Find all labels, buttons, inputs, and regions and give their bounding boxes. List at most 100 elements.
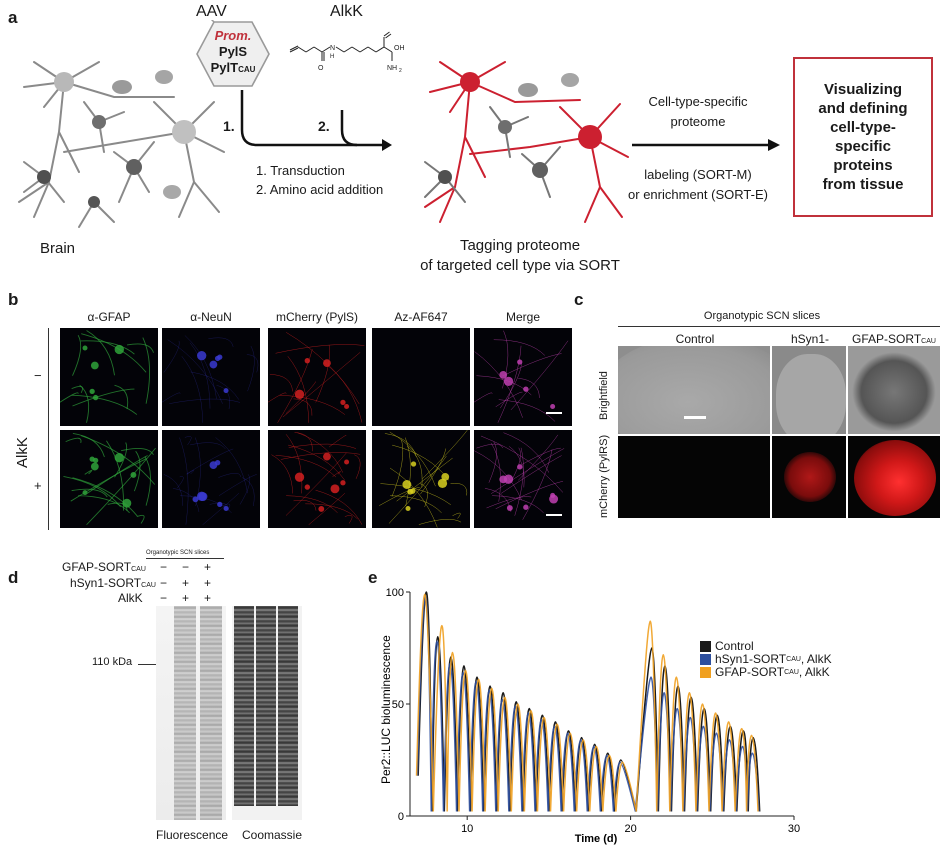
proteome-arrow — [632, 139, 780, 151]
mol-o: O — [318, 65, 324, 72]
panel-b-letter: b — [8, 290, 19, 309]
marker-tick — [138, 664, 156, 665]
legend-entry: Control — [700, 640, 880, 653]
legend-sub: CAU — [786, 656, 801, 663]
micro-tile — [268, 328, 366, 426]
micro-tile — [372, 328, 470, 426]
gel-label-fluorescence: Fluorescence — [156, 828, 229, 842]
d-row-alkk: AlkK — [118, 591, 143, 605]
legend-tail: , AlkK — [798, 665, 830, 679]
tagging-line1: Tagging proteome — [459, 237, 581, 254]
hex-pylt: PylT — [210, 60, 239, 75]
y-tick-label: 0 — [398, 811, 404, 823]
d-sign: − — [182, 560, 190, 574]
col-merge: Merge — [505, 310, 540, 324]
micro-tile — [60, 430, 158, 528]
micro-tile — [162, 430, 260, 528]
d-row-gfap: GFAP-SORT — [62, 560, 132, 574]
proteome-line1: Cell-type-specific — [648, 94, 748, 109]
tagged-cells-diagram — [424, 61, 629, 223]
d-header-rule — [146, 558, 224, 559]
bf-gfap — [848, 346, 940, 434]
legend-swatch — [700, 641, 711, 652]
series-line-2 — [415, 593, 759, 812]
x-tick-label: 30 — [788, 823, 800, 835]
hex-pylt-sub: CAU — [238, 65, 256, 74]
step2-label: 2. — [318, 118, 330, 134]
mol-nh2-sub: 2 — [399, 68, 402, 74]
panel-d-letter: d — [8, 568, 19, 587]
d-sign: − — [160, 560, 168, 574]
chart-xlabel: Time (d) — [575, 833, 618, 845]
d-sign: + — [182, 591, 190, 605]
hex-prom: Prom. — [214, 28, 252, 43]
col-gfap-c-sub: CAU — [921, 338, 936, 345]
d-sign: + — [204, 576, 212, 590]
y-tick-label: 50 — [392, 699, 404, 711]
legend-swatch — [700, 654, 711, 665]
mol-n: N — [330, 45, 335, 52]
micro-tile — [372, 430, 470, 528]
labeling-label: labeling (SORT-M) — [644, 167, 752, 182]
step1-label: 1. — [223, 118, 235, 134]
hex-pyls: PylS — [218, 44, 248, 59]
chart-ylabel: Per2::LUC bioluminescence — [379, 635, 393, 784]
tagging-line2: of targeted cell type via SORT — [420, 257, 620, 274]
micro-tile — [474, 328, 572, 426]
legend-label: GFAP-SORT — [715, 665, 785, 679]
row-divider — [48, 328, 49, 530]
d-row-hsyn: hSyn1-SORT — [70, 576, 142, 590]
panel-c-letter: c — [574, 290, 584, 309]
conclusion-box: Visualizing and defining cell-type- spec… — [793, 57, 933, 217]
d-sign: − — [160, 591, 168, 605]
mol-oh: OH — [394, 45, 405, 52]
row-plus: + — [34, 478, 42, 493]
row-minus: − — [34, 368, 42, 383]
micro-tile — [60, 328, 158, 426]
alkk-label: AlkK — [330, 3, 363, 20]
chart-legend: Control hSyn1-SORT CAU, AlkK GFAP-SORT CAU, … — [700, 640, 880, 679]
legend-sub: CAU — [784, 669, 799, 676]
marker-110: 110 kDa — [92, 656, 133, 668]
legend-entry: hSyn1-SORT CAU, AlkK — [700, 653, 880, 666]
aav-label: AAV — [196, 3, 227, 20]
col-az: Az-AF647 — [394, 310, 448, 324]
panel-a-letter: a — [8, 8, 18, 27]
mol-nh2: NH — [387, 65, 397, 72]
row-mcherry: mCherry (PylRS) — [598, 434, 610, 518]
transduction-arrow — [240, 90, 392, 151]
box-line: cell-type- — [830, 119, 896, 136]
box-line: and defining — [818, 100, 908, 117]
scn-title: Organotypic SCN slices — [703, 310, 821, 322]
d-row-gfap-sub: CAU — [131, 566, 146, 573]
d-sign: + — [204, 591, 212, 605]
legend-label: Control — [715, 639, 754, 653]
box-line: specific — [835, 138, 891, 155]
aav-capsid-diagram — [196, 20, 270, 87]
fl-control — [618, 436, 770, 518]
series-line-1 — [416, 595, 760, 812]
box-line: from tissue — [822, 176, 904, 193]
gel-label-coomassie: Coomassie — [242, 828, 303, 842]
proteome-line2: proteome — [670, 114, 726, 129]
col-neun: α-NeuN — [190, 310, 232, 324]
d-sign: + — [182, 576, 190, 590]
row-brightfield: Brightfield — [598, 371, 610, 420]
brain-cells-diagram — [18, 61, 225, 228]
y-tick-label: 100 — [386, 587, 404, 599]
alkk-row-title: AlkK — [14, 437, 31, 468]
col-mcherry: mCherry (PylS) — [275, 310, 358, 324]
fl-gfap — [848, 436, 940, 518]
bf-hsyn — [772, 346, 846, 434]
legend-entry: GFAP-SORT CAU, AlkK — [700, 666, 880, 679]
legend-label: hSyn1-SORT — [715, 652, 787, 666]
bioluminescence-chart: Per2::LUC bioluminescence Time (d) 0 50 10… — [379, 587, 800, 845]
enrichment-label: or enrichment (SORT-E) — [628, 187, 768, 202]
amino-label: 2. Amino acid addition — [256, 182, 384, 197]
d-sign: + — [204, 560, 212, 574]
micro-tile — [268, 430, 366, 528]
fl-hsyn — [772, 436, 846, 518]
alkk-molecule-diagram: O N H OH NH 2 — [289, 31, 405, 74]
panel-e-letter: e — [368, 568, 378, 587]
brain-label: Brain — [40, 240, 76, 257]
